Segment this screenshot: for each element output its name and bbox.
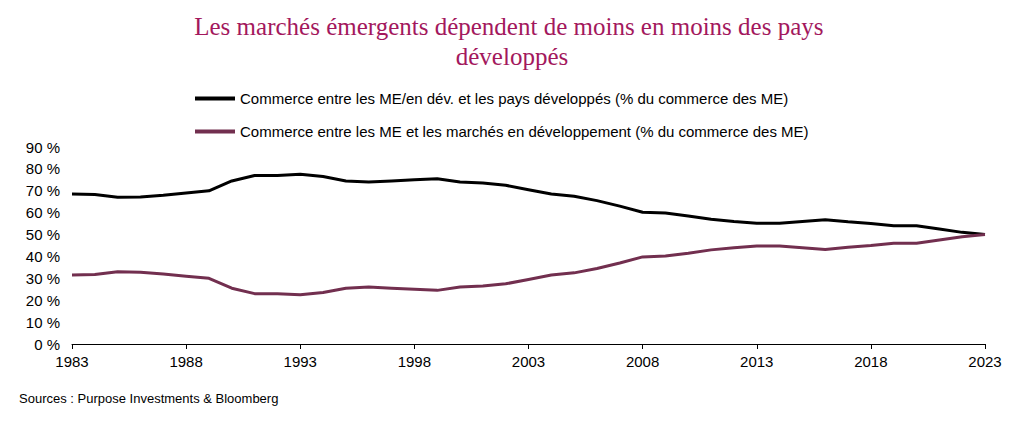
svg-text:2023: 2023	[968, 353, 1001, 370]
svg-text:2018: 2018	[854, 353, 887, 370]
svg-text:80 %: 80 %	[26, 160, 60, 177]
svg-text:60 %: 60 %	[26, 204, 60, 221]
svg-text:2003: 2003	[512, 353, 545, 370]
svg-text:50 %: 50 %	[26, 226, 60, 243]
svg-text:Les marchés émergents dépenden: Les marchés émergents dépendent de moins…	[194, 13, 830, 40]
svg-text:70 %: 70 %	[26, 182, 60, 199]
svg-text:Sources : Purpose Investments: Sources : Purpose Investments & Bloomber…	[19, 391, 278, 406]
svg-text:0 %: 0 %	[34, 336, 60, 353]
svg-text:1998: 1998	[398, 353, 431, 370]
svg-text:20 %: 20 %	[26, 292, 60, 309]
svg-text:Commerce entre les ME/en dév.: Commerce entre les ME/en dév. et les pay…	[240, 90, 788, 107]
svg-text:1993: 1993	[284, 353, 317, 370]
svg-text:Commerce entre les ME et les m: Commerce entre les ME et les marchés en …	[240, 123, 809, 140]
svg-text:40 %: 40 %	[26, 248, 60, 265]
svg-text:2008: 2008	[626, 353, 659, 370]
svg-text:30 %: 30 %	[26, 270, 60, 287]
svg-text:1988: 1988	[169, 353, 202, 370]
svg-text:90 %: 90 %	[26, 139, 60, 156]
svg-text:1983: 1983	[55, 353, 88, 370]
svg-text:10 %: 10 %	[26, 314, 60, 331]
svg-text:2013: 2013	[740, 353, 773, 370]
svg-text:développés: développés	[456, 43, 568, 70]
